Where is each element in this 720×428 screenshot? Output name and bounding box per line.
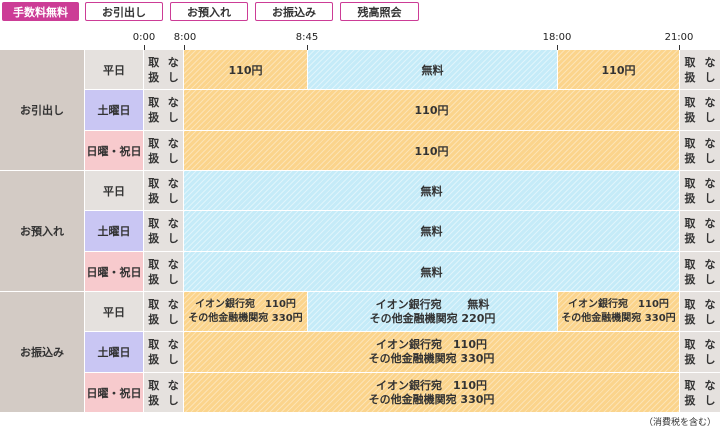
day-label-weekday: 平日 [85, 292, 143, 331]
tick-label-0800: 8:00 [173, 32, 197, 43]
day-label-holiday: 日曜・祝日 [85, 252, 143, 291]
tick-mark-2100 [679, 45, 680, 50]
not-available-label: 取扱 なし [680, 171, 720, 210]
not-available-label: 取扱 なし [680, 252, 720, 291]
fee-line-aeon: イオン銀行宛 110円 [195, 298, 296, 310]
day-label-holiday: 日曜・祝日 [85, 131, 143, 170]
tax-footnote: （消費税を含む） [643, 418, 716, 428]
fee-cell: イオン銀行宛 110円 その他金融機関宛 330円 [558, 292, 679, 331]
fee-line-other: その他金融機関宛 220円 [369, 311, 496, 325]
fee-cell: 110円 [184, 131, 679, 170]
fee-line-other: その他金融機関宛 330円 [561, 312, 676, 324]
not-available-label: 取扱 なし [680, 332, 720, 372]
tick-mark-1800 [557, 45, 558, 50]
free-cell: イオン銀行宛 無料 その他金融機関宛 220円 [308, 292, 557, 331]
not-available-label: 取扱 なし [680, 50, 720, 89]
not-available-label: 取扱 なし [144, 90, 183, 130]
day-label-saturday: 土曜日 [85, 90, 143, 130]
not-available-label: 取扱 なし [144, 211, 183, 251]
not-available-label: 取扱 なし [144, 332, 183, 372]
day-label-saturday: 土曜日 [85, 211, 143, 251]
fee-line-aeon: イオン銀行宛 110円 [376, 378, 487, 392]
tab-withdrawal[interactable]: お引出し [85, 2, 163, 21]
tick-label-0000: 0:00 [132, 32, 156, 43]
category-withdrawal: お引出し [0, 50, 84, 170]
not-available-label: 取扱 なし [680, 90, 720, 130]
free-cell: 無料 [308, 50, 557, 89]
tick-label-2100: 21:00 [664, 32, 694, 43]
day-label-weekday: 平日 [85, 50, 143, 89]
not-available-label: 取扱 なし [144, 131, 183, 170]
fee-line-aeon: イオン銀行宛 無料 [375, 297, 490, 311]
category-deposit: お預入れ [0, 171, 84, 291]
not-available-label: 取扱 なし [144, 373, 183, 412]
free-cell: 無料 [184, 252, 679, 291]
category-transfer: お振込み [0, 292, 84, 412]
fee-cell: 110円 [558, 50, 679, 89]
not-available-label: 取扱 なし [680, 373, 720, 412]
fee-line-other: その他金融機関宛 330円 [188, 312, 303, 324]
fee-cell: 110円 [184, 50, 307, 89]
fee-line-aeon: イオン銀行宛 110円 [568, 298, 669, 310]
tab-balance-inquiry[interactable]: 残高照会 [340, 2, 419, 21]
day-label-holiday: 日曜・祝日 [85, 373, 143, 412]
tab-fee-free[interactable]: 手数料無料 [2, 2, 79, 21]
free-cell: 無料 [184, 171, 679, 210]
not-available-label: 取扱 なし [144, 50, 183, 89]
day-label-weekday: 平日 [85, 171, 143, 210]
fee-line-other: その他金融機関宛 330円 [368, 392, 495, 406]
fee-line-aeon: イオン銀行宛 110円 [376, 338, 487, 351]
day-label-saturday: 土曜日 [85, 332, 143, 372]
tick-label-0845: 8:45 [295, 32, 319, 43]
not-available-label: 取扱 なし [144, 252, 183, 291]
tick-mark-0000 [144, 45, 145, 50]
not-available-label: 取扱 なし [144, 171, 183, 210]
fee-line-other: その他金融機関宛 330円 [368, 352, 495, 365]
fee-cell: イオン銀行宛 110円 その他金融機関宛 330円 [184, 292, 307, 331]
tab-transfer[interactable]: お振込み [255, 2, 333, 21]
fee-cell: 110円 [184, 90, 679, 130]
tick-mark-0845 [307, 45, 308, 50]
not-available-label: 取扱 なし [144, 292, 183, 331]
fee-cell: イオン銀行宛 110円 その他金融機関宛 330円 [184, 373, 679, 412]
not-available-label: 取扱 なし [680, 131, 720, 170]
tick-mark-0800 [184, 45, 185, 50]
not-available-label: 取扱 なし [680, 292, 720, 331]
free-cell: 無料 [184, 211, 679, 251]
not-available-label: 取扱 なし [680, 211, 720, 251]
tab-deposit[interactable]: お預入れ [170, 2, 248, 21]
fee-cell: イオン銀行宛 110円 その他金融機関宛 330円 [184, 332, 679, 372]
tick-label-1800: 18:00 [542, 32, 572, 43]
